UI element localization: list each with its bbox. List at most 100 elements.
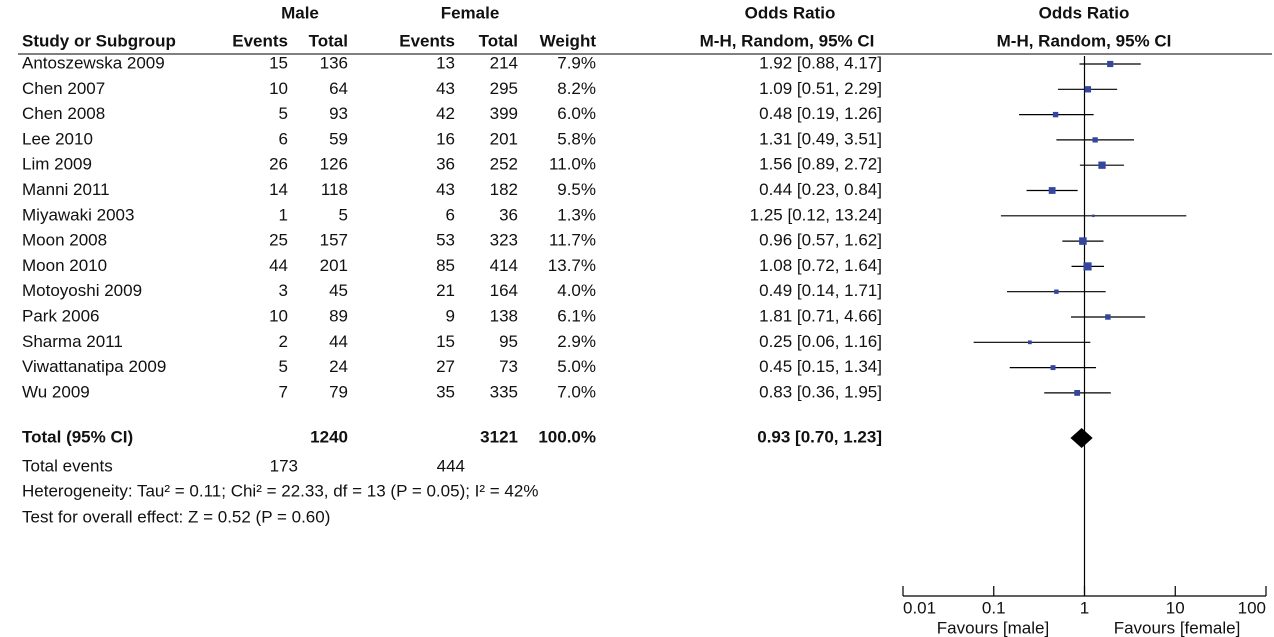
table-cell: 1.08 [0.72, 1.64] bbox=[759, 256, 882, 275]
study-name: Sharma 2011 bbox=[22, 332, 123, 351]
table-cell: 138 bbox=[490, 306, 518, 325]
group-header: Odds Ratio bbox=[745, 3, 836, 22]
estimate-square bbox=[1074, 389, 1081, 396]
table-cell: 95 bbox=[499, 332, 518, 351]
table-cell: 73 bbox=[499, 357, 518, 376]
study-name: Chen 2008 bbox=[22, 104, 105, 123]
table-cell: 10 bbox=[269, 306, 288, 325]
table-cell: 1.31 [0.49, 3.51] bbox=[759, 129, 882, 148]
table-cell: 201 bbox=[490, 129, 518, 148]
study-name: Miyawaki 2003 bbox=[22, 205, 134, 224]
estimate-square bbox=[1092, 214, 1095, 218]
total-events-label: Total events bbox=[22, 456, 113, 475]
study-name: Chen 2007 bbox=[22, 79, 105, 98]
table-cell: 295 bbox=[490, 79, 518, 98]
table-cell: 100.0% bbox=[538, 427, 596, 446]
table-cell: 3121 bbox=[480, 427, 518, 446]
table-cell: 2 bbox=[279, 332, 288, 351]
study-name: Moon 2008 bbox=[22, 231, 107, 250]
table-cell: 15 bbox=[269, 53, 288, 72]
table-cell: 6.0% bbox=[557, 104, 596, 123]
column-header: Total bbox=[479, 31, 518, 50]
table-cell: 182 bbox=[490, 180, 518, 199]
table-cell: 1240 bbox=[310, 427, 348, 446]
table-cell: 335 bbox=[490, 382, 518, 401]
x-tick-label: 0.1 bbox=[982, 598, 1006, 617]
study-name: Park 2006 bbox=[22, 306, 100, 325]
estimate-square bbox=[1092, 137, 1098, 143]
table-cell: 21 bbox=[436, 281, 455, 300]
table-cell: 164 bbox=[490, 281, 518, 300]
study-name: Viwattanatipa 2009 bbox=[22, 357, 166, 376]
table-cell: 126 bbox=[320, 155, 348, 174]
study-name: Wu 2009 bbox=[22, 382, 90, 401]
heterogeneity: Heterogeneity: Tau² = 0.11; Chi² = 22.33… bbox=[22, 481, 538, 500]
x-tick-label: 1 bbox=[1080, 598, 1089, 617]
table-cell: 1 bbox=[279, 205, 288, 224]
table-cell: 10 bbox=[269, 79, 288, 98]
table-cell: 414 bbox=[490, 256, 518, 275]
estimate-square bbox=[1027, 340, 1032, 345]
table-cell: 45 bbox=[329, 281, 348, 300]
x-label: Favours [female] bbox=[1114, 618, 1241, 637]
table-cell: 0.25 [0.06, 1.16] bbox=[759, 332, 882, 351]
table-cell: 5 bbox=[279, 104, 288, 123]
table-cell: 89 bbox=[329, 306, 348, 325]
table-cell: 0.45 [0.15, 1.34] bbox=[759, 357, 882, 376]
chart-subtitle: M-H, Random, 95% CI bbox=[997, 31, 1172, 50]
study-name: Motoyoshi 2009 bbox=[22, 281, 142, 300]
study-name: Moon 2010 bbox=[22, 256, 107, 275]
table-cell: 1.25 [0.12, 13.24] bbox=[750, 205, 882, 224]
column-header: M-H, Random, 95% CI bbox=[700, 31, 875, 50]
estimate-square bbox=[1079, 237, 1087, 245]
table-cell: 6.1% bbox=[557, 306, 596, 325]
estimate-square bbox=[1048, 187, 1056, 194]
table-cell: 13.7% bbox=[548, 256, 596, 275]
table-cell: 64 bbox=[329, 79, 348, 98]
table-cell: 201 bbox=[320, 256, 348, 275]
x-tick-label: 0.01 bbox=[903, 598, 936, 617]
table-cell: 26 bbox=[269, 155, 288, 174]
study-name: Manni 2011 bbox=[22, 180, 110, 199]
overall-effect: Test for overall effect: Z = 0.52 (P = 0… bbox=[22, 507, 330, 526]
table-cell: 44 bbox=[329, 332, 348, 351]
column-header: Events bbox=[399, 31, 455, 50]
column-header: Study or Subgroup bbox=[22, 31, 176, 50]
table-cell: 36 bbox=[436, 155, 455, 174]
table-cell: 9.5% bbox=[557, 180, 596, 199]
table-cell: 24 bbox=[329, 357, 348, 376]
estimate-square bbox=[1098, 161, 1106, 169]
table-cell: 16 bbox=[436, 129, 455, 148]
table-cell: 13 bbox=[436, 53, 455, 72]
table-cell: 6 bbox=[446, 205, 455, 224]
table-cell: 0.83 [0.36, 1.95] bbox=[759, 382, 882, 401]
x-tick-label: 10 bbox=[1166, 598, 1185, 617]
study-name: Lim 2009 bbox=[22, 155, 92, 174]
table-cell: 5 bbox=[279, 357, 288, 376]
group-header: Female bbox=[441, 3, 500, 22]
table-cell: 36 bbox=[499, 205, 518, 224]
table-cell: 3 bbox=[279, 281, 288, 300]
study-name: Lee 2010 bbox=[22, 129, 93, 148]
estimate-square bbox=[1052, 111, 1059, 118]
table-cell: 7.9% bbox=[557, 53, 596, 72]
table-cell: 42 bbox=[436, 104, 455, 123]
table-cell: 53 bbox=[436, 231, 455, 250]
table-cell: 79 bbox=[329, 382, 348, 401]
table-cell: 136 bbox=[320, 53, 348, 72]
table-cell: 1.09 [0.51, 2.29] bbox=[759, 79, 882, 98]
table-cell: 7 bbox=[279, 382, 288, 401]
table-cell: 118 bbox=[321, 180, 348, 199]
table-cell: 35 bbox=[436, 382, 455, 401]
column-header: Total bbox=[309, 31, 348, 50]
table-cell: 44 bbox=[269, 256, 288, 275]
table-cell: 1.3% bbox=[557, 205, 596, 224]
chart-title: Odds Ratio bbox=[1039, 3, 1130, 22]
table-cell: 173 bbox=[270, 456, 298, 475]
table-cell: 9 bbox=[446, 306, 455, 325]
table-cell: 14 bbox=[269, 180, 288, 199]
table-cell: 0.44 [0.23, 0.84] bbox=[759, 180, 882, 199]
column-header: Weight bbox=[540, 31, 597, 50]
table-cell: 323 bbox=[490, 231, 518, 250]
